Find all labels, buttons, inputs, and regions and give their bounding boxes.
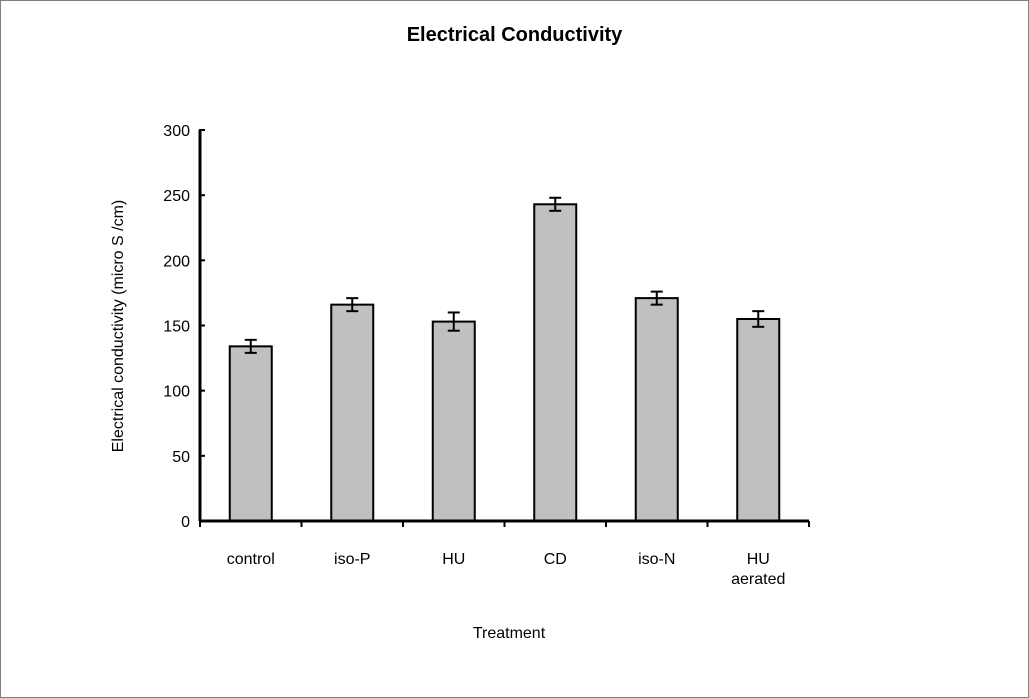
bar-2 xyxy=(431,320,476,522)
error-bar-0 xyxy=(244,338,257,354)
bar-4 xyxy=(634,297,679,522)
x-tick-label-3: CD xyxy=(544,551,567,568)
bars-layer xyxy=(228,203,781,522)
y-tick-label-3: 150 xyxy=(163,319,190,336)
bar-5 xyxy=(736,317,781,522)
error-bars-layer xyxy=(244,196,765,354)
bar-3 xyxy=(533,203,578,522)
x-axis-title: Treatment xyxy=(473,625,546,642)
y-tick-label-2: 100 xyxy=(163,384,190,401)
y-axis-title: Electrical conductivity (micro S /cm) xyxy=(110,200,127,453)
error-bar-3 xyxy=(549,196,562,212)
labels-layer: control iso-P HU CD iso-N HU aerated 0 50 100 150 2… xyxy=(163,123,785,588)
x-tick-label-4: iso-N xyxy=(638,551,675,568)
x-tick-label-2: HU xyxy=(442,551,465,568)
error-bar-1 xyxy=(346,297,359,313)
error-bar-4 xyxy=(650,290,663,306)
y-tick-label-4: 200 xyxy=(163,253,190,270)
axes-layer xyxy=(198,129,810,527)
error-bar-2 xyxy=(447,311,460,332)
y-tick-label-1: 50 xyxy=(172,449,190,466)
x-tick-label-0: control xyxy=(227,551,275,568)
x-tick-label-1: iso-P xyxy=(334,551,370,568)
chart-title: Electrical Conductivity xyxy=(406,24,623,46)
y-tick-label-5: 250 xyxy=(163,188,190,205)
y-tick-label-6: 300 xyxy=(163,123,190,140)
y-tick-label-0: 0 xyxy=(181,514,190,531)
bar-0 xyxy=(228,345,273,522)
error-bar-5 xyxy=(752,310,765,328)
x-tick-label-5: HU aerated xyxy=(731,551,785,588)
bar-1 xyxy=(330,303,375,522)
